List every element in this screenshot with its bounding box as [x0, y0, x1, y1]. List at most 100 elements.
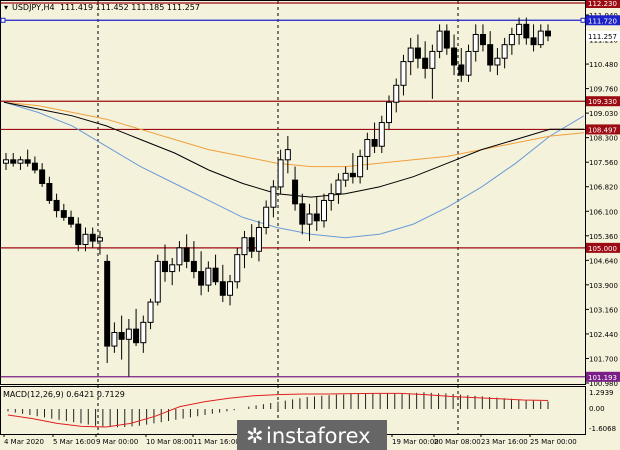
price-tick-label: 108.300	[589, 135, 618, 143]
price-tick-label: 106.820	[589, 184, 618, 192]
candle-bull	[494, 57, 501, 66]
candle-bull	[255, 227, 262, 252]
candle-bull	[277, 159, 284, 188]
candle-bear	[371, 138, 378, 147]
candle-bull	[234, 254, 241, 283]
candle-bull	[378, 122, 385, 147]
price-tick-label: 101.700	[589, 355, 618, 363]
candle-bear	[190, 260, 197, 273]
watermark-icon: ✲	[246, 424, 264, 448]
candle-bear	[68, 216, 75, 225]
time-tick-label: 25 Mar 00:00	[530, 438, 577, 446]
level-label-box	[586, 96, 620, 107]
candle-bull	[96, 237, 103, 242]
time-tick-label: 19 Mar 00:00	[392, 438, 439, 446]
candle-bull	[17, 159, 24, 164]
candle-bear	[458, 64, 465, 76]
price-axis: 111.940111.210110.480109.760109.030108.3…	[585, 12, 618, 388]
candle-bear	[161, 260, 168, 273]
candle-bull	[393, 84, 400, 103]
time-tick-label: 4 Mar 2020	[4, 438, 44, 446]
ma-mid-line	[3, 101, 585, 168]
chart-ohlc: 111.419 111.452 111.185 111.257	[60, 3, 200, 12]
moving-averages	[3, 101, 585, 239]
candle-bull	[400, 61, 407, 86]
level-label: 109.330	[588, 98, 617, 106]
macd-tick: 0.00	[589, 405, 605, 413]
macd-indicator	[7, 392, 549, 428]
collapse-arrow-icon[interactable]: ▾	[4, 3, 8, 12]
candle-bear	[118, 332, 125, 340]
chart-symbol: USDJPY,H4	[12, 3, 55, 12]
candle-bull	[537, 30, 544, 46]
candle-bull	[320, 199, 327, 222]
candle-bear	[451, 47, 458, 66]
candle-bull	[472, 33, 479, 52]
price-tick-label: 109.760	[589, 86, 618, 94]
candle-bear	[487, 44, 494, 66]
candle-bull	[306, 213, 313, 225]
candle-bull	[176, 247, 183, 266]
candle-bull	[407, 47, 414, 63]
candle-bull	[465, 50, 472, 76]
level-handle	[0, 17, 6, 23]
candle-bear	[212, 267, 219, 283]
price-tick-label: 110.480	[589, 61, 618, 69]
level-label: 108.497	[588, 126, 617, 134]
candle-bear	[24, 159, 31, 164]
level-handle	[580, 17, 586, 23]
time-tick-label: 11 Mar 16:00	[193, 438, 240, 446]
level-label: 111.257	[588, 33, 617, 41]
level-label-box	[586, 242, 620, 253]
candle-bull	[364, 138, 371, 157]
candle-bear	[31, 162, 38, 171]
candle-bear	[133, 328, 140, 344]
candle-bull	[270, 186, 277, 208]
candle-bear	[198, 271, 205, 286]
time-tick-label: 10 Mar 08:00	[146, 438, 193, 446]
price-tick-label: 105.360	[589, 233, 618, 241]
candle-bear	[523, 23, 530, 39]
candle-bull	[147, 301, 154, 323]
candle-bear	[219, 281, 226, 296]
candle-bull	[501, 44, 508, 59]
candle-bear	[10, 159, 17, 164]
level-labels: 112.230 111.720 111.257 109.330 108.497 105.0…	[586, 0, 620, 382]
candle-bear	[89, 233, 96, 242]
candle-bear	[75, 223, 82, 245]
candle-bear	[292, 179, 299, 205]
time-tick-label: 20 Mar 08:00	[434, 438, 481, 446]
candle-bull	[140, 321, 147, 344]
candle-bull	[386, 101, 393, 124]
price-tick-label: 102.440	[589, 331, 618, 339]
price-tick-label: 107.560	[589, 159, 618, 167]
candle-bear	[313, 213, 320, 222]
candle-bull	[516, 23, 523, 35]
candle-bull	[335, 179, 342, 195]
ma-slow-line	[3, 101, 585, 239]
candle-bull	[3, 159, 9, 164]
candle-bear	[479, 33, 486, 46]
price-tick-label: 104.640	[589, 257, 618, 265]
candle-bull	[125, 328, 132, 340]
candle-bear	[414, 47, 421, 59]
candlestick-series	[3, 17, 551, 377]
price-panel-border	[0, 0, 586, 385]
candle-bull	[154, 260, 161, 303]
candle-bear	[60, 210, 67, 218]
candle-bear	[46, 183, 53, 201]
macd-label: MACD(12,26,9) 0.6421 0.7129	[3, 390, 125, 399]
candle-bull	[241, 237, 248, 256]
price-levels	[0, 2, 586, 378]
candle-bear	[299, 203, 306, 225]
candle-bear	[183, 247, 190, 262]
watermark-background	[237, 420, 387, 450]
price-tick-label: 109.030	[589, 110, 618, 118]
price-tick-label: 106.100	[589, 208, 618, 216]
price-tick-label: 103.900	[589, 282, 618, 290]
level-label: 105.000	[588, 245, 617, 253]
candle-bear	[53, 199, 60, 212]
level-label-box	[586, 124, 620, 135]
time-tick-label: 23 Mar 16:00	[481, 438, 528, 446]
candle-bull	[429, 50, 436, 69]
